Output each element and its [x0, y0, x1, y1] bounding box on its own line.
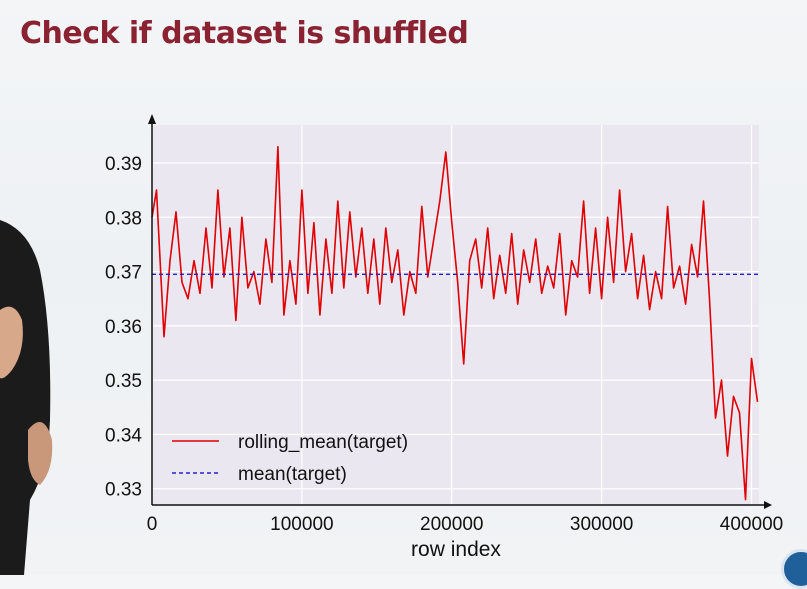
series-layer — [151, 145, 759, 501]
legend-label-mean: mean(target) — [238, 464, 347, 485]
presenter-figure — [0, 220, 53, 575]
y-tick-label: 0.38 — [105, 208, 142, 229]
slide-title: Check if dataset is shuffled — [20, 16, 469, 51]
corner-logo-icon — [781, 549, 807, 589]
legend: rolling_mean(target) mean(target) — [172, 432, 408, 485]
ticks: 0.33 0.34 0.35 0.36 0.37 0.38 0.39 0 100000 20000… — [105, 154, 783, 535]
x-axis-arrow — [764, 501, 772, 509]
chart: 0.33 0.34 0.35 0.36 0.37 0.38 0.39 0 100000 20000… — [105, 114, 783, 561]
y-tick-label: 0.33 — [105, 480, 142, 501]
x-tick-label: 400000 — [720, 514, 783, 535]
y-tick-label: 0.34 — [105, 425, 142, 446]
y-tick-label: 0.36 — [105, 317, 142, 338]
x-tick-label: 0 — [147, 514, 158, 535]
x-axis-label: row index — [411, 538, 501, 561]
y-tick-label: 0.39 — [105, 154, 142, 175]
plot-area — [152, 125, 759, 505]
axes — [148, 114, 772, 509]
x-tick-label: 100000 — [270, 514, 333, 535]
y-axis-arrow — [148, 114, 156, 124]
y-tick-label: 0.37 — [105, 263, 142, 284]
x-tick-label: 200000 — [420, 514, 483, 535]
x-tick-label: 300000 — [570, 514, 633, 535]
legend-label-rolling-mean: rolling_mean(target) — [238, 432, 408, 453]
y-tick-label: 0.35 — [105, 371, 142, 392]
